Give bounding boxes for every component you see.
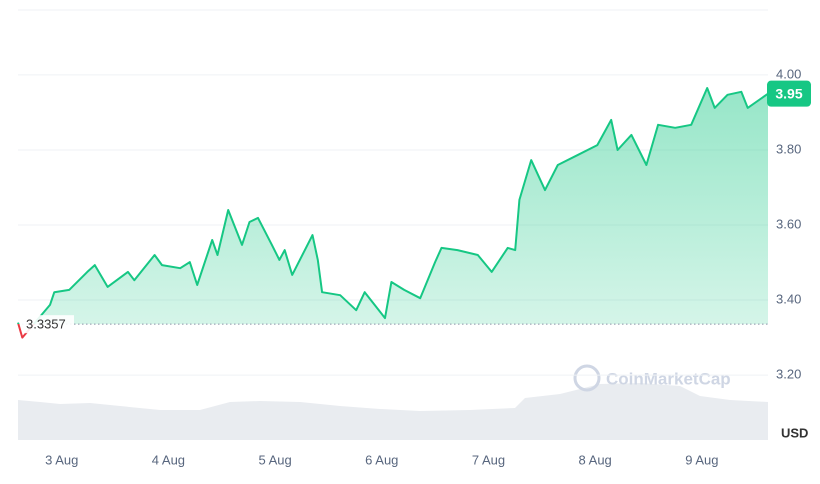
y-tick-label: 3.40: [776, 291, 801, 306]
x-tick-label: 9 Aug: [685, 452, 718, 467]
y-tick-label: 4.00: [776, 66, 801, 81]
x-tick-label: 8 Aug: [579, 452, 612, 467]
x-tick-label: 5 Aug: [258, 452, 291, 467]
y-tick-label: 3.20: [776, 367, 801, 382]
baseline-label-bg: [22, 315, 74, 334]
x-tick-label: 6 Aug: [365, 452, 398, 467]
x-tick-label: 7 Aug: [472, 452, 505, 467]
price-badge-text: 3.95: [775, 85, 802, 101]
price-badge: [767, 80, 811, 107]
area: [18, 88, 768, 325]
price-line: [17, 87, 769, 339]
y-tick-label: 3.60: [776, 216, 801, 231]
volume-area: [18, 383, 768, 440]
watermark-text: CoinMarketCap: [606, 369, 731, 388]
x-tick-label: 3 Aug: [45, 452, 78, 467]
x-tick-label: 4 Aug: [152, 452, 185, 467]
y-tick-label: 3.80: [776, 141, 801, 156]
y-axis-unit: USD: [781, 425, 808, 440]
watermark: CoinMarketCap: [573, 364, 731, 392]
baseline-label: 3.3357: [26, 317, 66, 332]
